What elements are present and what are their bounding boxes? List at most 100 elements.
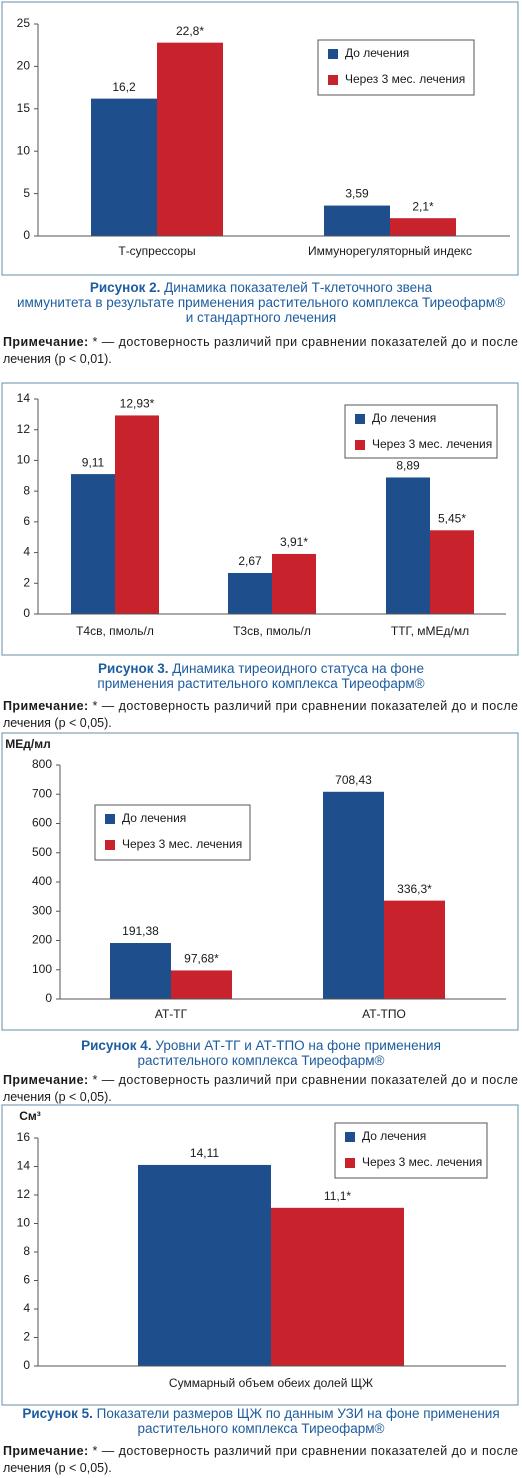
note-text: * — достоверность различий при сравнении…	[93, 1444, 519, 1458]
legend-label: До лечения	[345, 46, 409, 60]
figure: 0 2 4 6 8 10 12 14 Т4св, пмоль/л 9,11 12,93* Т3св, …	[1, 382, 519, 730]
y-tick-label: 100	[32, 962, 52, 976]
x-tick-label: ТТГ, мМЕд/мл	[391, 624, 469, 638]
bar	[272, 553, 316, 614]
legend-label: До лечения	[372, 411, 436, 425]
figure: 0 5 10 15 20 25 Т-супрессоры 16,2 22,8* Иммунорег…	[1, 1, 519, 366]
y-tick-label: 25	[17, 16, 31, 30]
bar	[115, 415, 159, 614]
note-text: лечения (p < 0,05).	[3, 1090, 112, 1104]
figure-caption: Рисунок 2. Динамика показателей Т-клеточ…	[90, 280, 433, 295]
y-tick-label: 5	[23, 186, 30, 200]
figure: МЕд/мл 0 100 200 300 400 500 600 700 800 АТ-ТГ 191,…	[1, 732, 519, 1104]
y-axis-title: МЕд/мл	[5, 737, 50, 751]
bar	[430, 530, 474, 614]
y-tick-label: 2	[23, 575, 30, 589]
bar	[228, 572, 272, 614]
caption-text: Уровни АТ-ТГ и АТ-ТПО на фоне применения	[155, 1038, 441, 1053]
y-tick-label: 500	[32, 845, 52, 859]
caption-text: и стандартного лечения	[186, 310, 336, 325]
x-tick-label: Т3св, пмоль/л	[233, 624, 311, 638]
caption-text: Динамика показателей Т-клеточного звена	[164, 280, 433, 295]
value-label: 708,43	[335, 773, 372, 787]
caption-text: растительного комплекса Тиреофарм®	[137, 1421, 384, 1436]
y-tick-label: 300	[32, 903, 52, 917]
figure: См³ 0 2 4 6 8 10 12 14 16 Суммарный объем обеих до…	[1, 1104, 519, 1475]
note: лечения (p < 0,05).	[3, 1090, 112, 1104]
note-text: * — достоверность различий при сравнении…	[93, 1073, 519, 1087]
bar	[384, 900, 445, 999]
legend-frame	[94, 804, 251, 861]
legend-swatch	[355, 414, 365, 424]
y-tick-label: 4	[23, 1301, 30, 1315]
y-tick-label: 10	[17, 143, 31, 157]
bar	[323, 791, 384, 999]
y-tick-label: 16	[17, 1130, 31, 1144]
value-label: 11,1*	[324, 1189, 351, 1203]
legend-label: До лечения	[362, 1129, 426, 1143]
value-label: 14,11	[190, 1146, 219, 1160]
x-tick-label: Суммарный объем обеих долей ЩЖ	[169, 1376, 373, 1390]
figure-caption: иммунитета в результате применения расти…	[17, 295, 505, 310]
y-tick-label: 10	[17, 453, 31, 467]
y-tick-label: 6	[23, 1273, 30, 1287]
caption-text: растительного комплекса Тиреофарм®	[137, 1053, 384, 1068]
value-label: 3,59	[345, 187, 369, 201]
y-tick-label: 700	[32, 786, 52, 800]
figure-caption: Рисунок 5. Показатели размеров ЩЖ по дан…	[22, 1406, 499, 1421]
caption-label: Рисунок 2.	[90, 280, 161, 295]
y-tick-label: 14	[17, 391, 31, 405]
value-label: 336,3*	[397, 882, 432, 896]
y-tick-label: 8	[23, 483, 30, 497]
value-label: 5,45*	[438, 511, 466, 525]
figure-caption: Рисунок 4. Уровни АТ-ТГ и АТ-ТПО на фоне…	[81, 1038, 441, 1053]
note: лечения (p < 0,01).	[3, 352, 112, 366]
note: лечения (p < 0,05).	[3, 716, 112, 730]
caption-label: Рисунок 4.	[81, 1038, 152, 1053]
y-tick-label: 6	[23, 514, 30, 528]
legend-swatch	[345, 1132, 355, 1142]
note-text: * — достоверность различий при сравнении…	[93, 335, 519, 349]
legend-swatch	[328, 75, 338, 85]
bar	[91, 98, 157, 237]
legend-frame	[317, 39, 475, 96]
bar	[157, 42, 223, 236]
x-tick-label: Т4св, пмоль/л	[76, 624, 154, 638]
x-tick-label: Иммунорегуляторный индекс	[308, 244, 472, 258]
y-tick-label: 0	[23, 1358, 30, 1372]
y-tick-label: 4	[23, 545, 30, 559]
y-tick-label: 0	[45, 991, 52, 1005]
y-tick-label: 200	[32, 933, 52, 947]
value-label: 3,91*	[280, 535, 308, 549]
x-tick-label: АТ-ТГ	[155, 1007, 188, 1021]
legend-swatch	[328, 49, 338, 59]
y-axis-title: См³	[19, 1109, 41, 1123]
caption-label: Рисунок 5.	[22, 1406, 93, 1421]
y-tick-label: 20	[17, 59, 31, 73]
legend-label: Через 3 мес. лечения	[345, 72, 465, 86]
note-label: Примечание:	[3, 335, 88, 349]
legend-label: Через 3 мес. лечения	[122, 837, 242, 851]
value-label: 191,38	[122, 924, 159, 938]
value-label: 97,68*	[184, 952, 219, 966]
note-text: лечения (p < 0,01).	[3, 352, 112, 366]
note-label: Примечание:	[3, 699, 88, 713]
y-tick-label: 800	[32, 757, 52, 771]
caption-text: Показатели размеров ЩЖ по данным УЗИ на …	[97, 1406, 500, 1421]
y-tick-label: 2	[23, 1330, 30, 1344]
legend-swatch	[105, 840, 115, 850]
figure-caption: растительного комплекса Тиреофарм®	[137, 1053, 384, 1068]
caption-text: применения растительного комплекса Тирео…	[97, 676, 424, 691]
note-label: Примечание:	[3, 1073, 88, 1087]
note: Примечание: * — достоверность различий п…	[3, 699, 518, 713]
y-tick-label: 0	[23, 228, 30, 242]
note: Примечание: * — достоверность различий п…	[3, 1073, 518, 1087]
value-label: 2,1*	[412, 199, 434, 213]
bar	[138, 1164, 271, 1366]
value-label: 16,2	[112, 80, 136, 94]
note-text: * — достоверность различий при сравнении…	[93, 699, 519, 713]
bar	[324, 205, 390, 236]
legend-swatch	[345, 1158, 355, 1168]
